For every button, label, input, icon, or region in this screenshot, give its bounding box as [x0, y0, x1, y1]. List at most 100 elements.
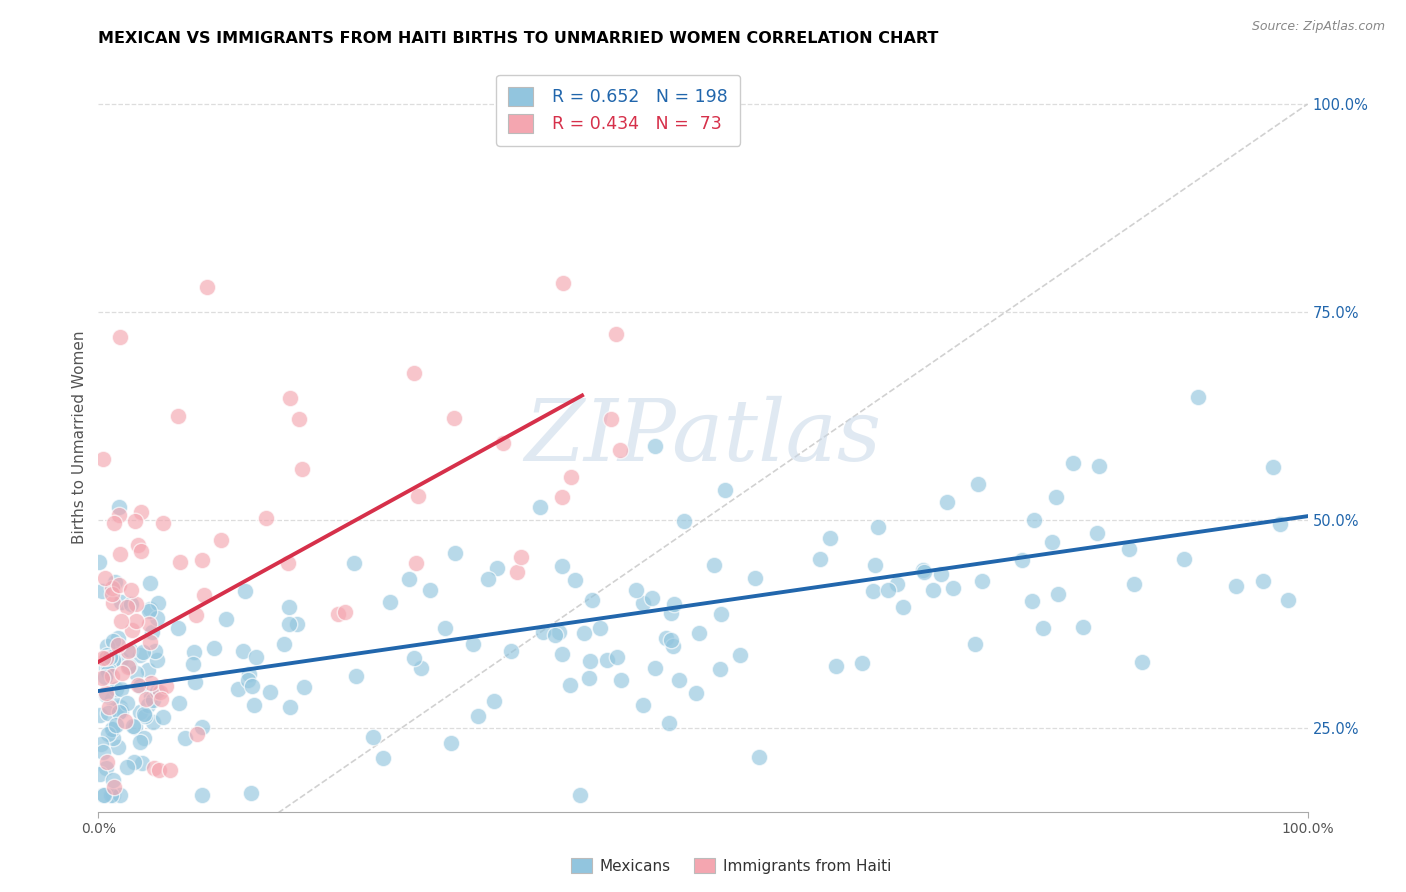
Point — [101, 669, 124, 683]
Point — [103, 516, 125, 531]
Point — [876, 582, 898, 597]
Point — [108, 700, 131, 714]
Point — [146, 610, 169, 624]
Point — [142, 761, 165, 775]
Point — [115, 759, 138, 773]
Point — [1225, 579, 1247, 593]
Point — [259, 684, 281, 698]
Point — [127, 538, 149, 552]
Point — [703, 558, 725, 573]
Point — [121, 719, 143, 733]
Point — [101, 722, 124, 736]
Point — [278, 391, 301, 405]
Point — [148, 764, 170, 778]
Point — [195, 280, 218, 294]
Point — [461, 637, 484, 651]
Point — [146, 653, 169, 667]
Point — [405, 556, 427, 570]
Point — [714, 483, 737, 497]
Point — [1130, 655, 1153, 669]
Point — [107, 631, 129, 645]
Point — [183, 657, 205, 672]
Point — [115, 600, 138, 615]
Point — [662, 639, 685, 653]
Point — [506, 566, 529, 580]
Point — [132, 731, 155, 745]
Point — [404, 367, 426, 381]
Point — [818, 531, 841, 545]
Point — [243, 698, 266, 713]
Point — [748, 750, 770, 764]
Point — [90, 584, 112, 599]
Point — [134, 709, 156, 723]
Point — [851, 656, 873, 670]
Point — [125, 597, 148, 611]
Point — [93, 788, 115, 802]
Point — [560, 678, 582, 692]
Point — [886, 577, 908, 591]
Point — [101, 582, 124, 596]
Point — [273, 637, 295, 651]
Point — [1011, 553, 1033, 567]
Point — [136, 698, 159, 712]
Point — [91, 452, 114, 467]
Point — [107, 740, 129, 755]
Point — [94, 571, 117, 585]
Point — [378, 595, 401, 609]
Point — [167, 409, 190, 423]
Point — [183, 645, 205, 659]
Point — [866, 520, 889, 534]
Point — [139, 601, 162, 615]
Point — [105, 718, 128, 732]
Point — [550, 559, 572, 574]
Point — [110, 651, 132, 665]
Point — [589, 621, 612, 635]
Point — [277, 556, 299, 570]
Point — [1045, 490, 1067, 504]
Point — [97, 660, 120, 674]
Point — [482, 694, 505, 708]
Point — [117, 643, 139, 657]
Point — [139, 689, 162, 703]
Point — [398, 572, 420, 586]
Point — [891, 599, 914, 614]
Point — [709, 662, 731, 676]
Point — [191, 788, 214, 802]
Point — [1187, 390, 1209, 404]
Point — [633, 596, 655, 610]
Point — [728, 648, 751, 662]
Point — [245, 649, 267, 664]
Point — [129, 648, 152, 662]
Point — [326, 607, 349, 621]
Point — [89, 767, 111, 781]
Point — [96, 755, 118, 769]
Point — [108, 547, 131, 561]
Point — [529, 500, 551, 514]
Point — [942, 581, 965, 595]
Point — [550, 647, 572, 661]
Point — [659, 606, 682, 620]
Point — [96, 648, 118, 662]
Point — [129, 735, 152, 749]
Point — [129, 505, 152, 519]
Point — [668, 673, 690, 687]
Point — [564, 573, 586, 587]
Point — [581, 592, 603, 607]
Point — [96, 761, 118, 775]
Point — [139, 575, 162, 590]
Point — [710, 607, 733, 621]
Point — [186, 608, 208, 623]
Point — [138, 604, 160, 618]
Point — [101, 788, 124, 802]
Point — [548, 625, 571, 640]
Point — [641, 591, 664, 605]
Point — [531, 625, 554, 640]
Point — [150, 691, 173, 706]
Point — [121, 597, 143, 611]
Point — [131, 756, 153, 770]
Point — [186, 726, 208, 740]
Point — [467, 708, 489, 723]
Point — [662, 597, 685, 611]
Point — [111, 665, 134, 680]
Point — [90, 738, 112, 752]
